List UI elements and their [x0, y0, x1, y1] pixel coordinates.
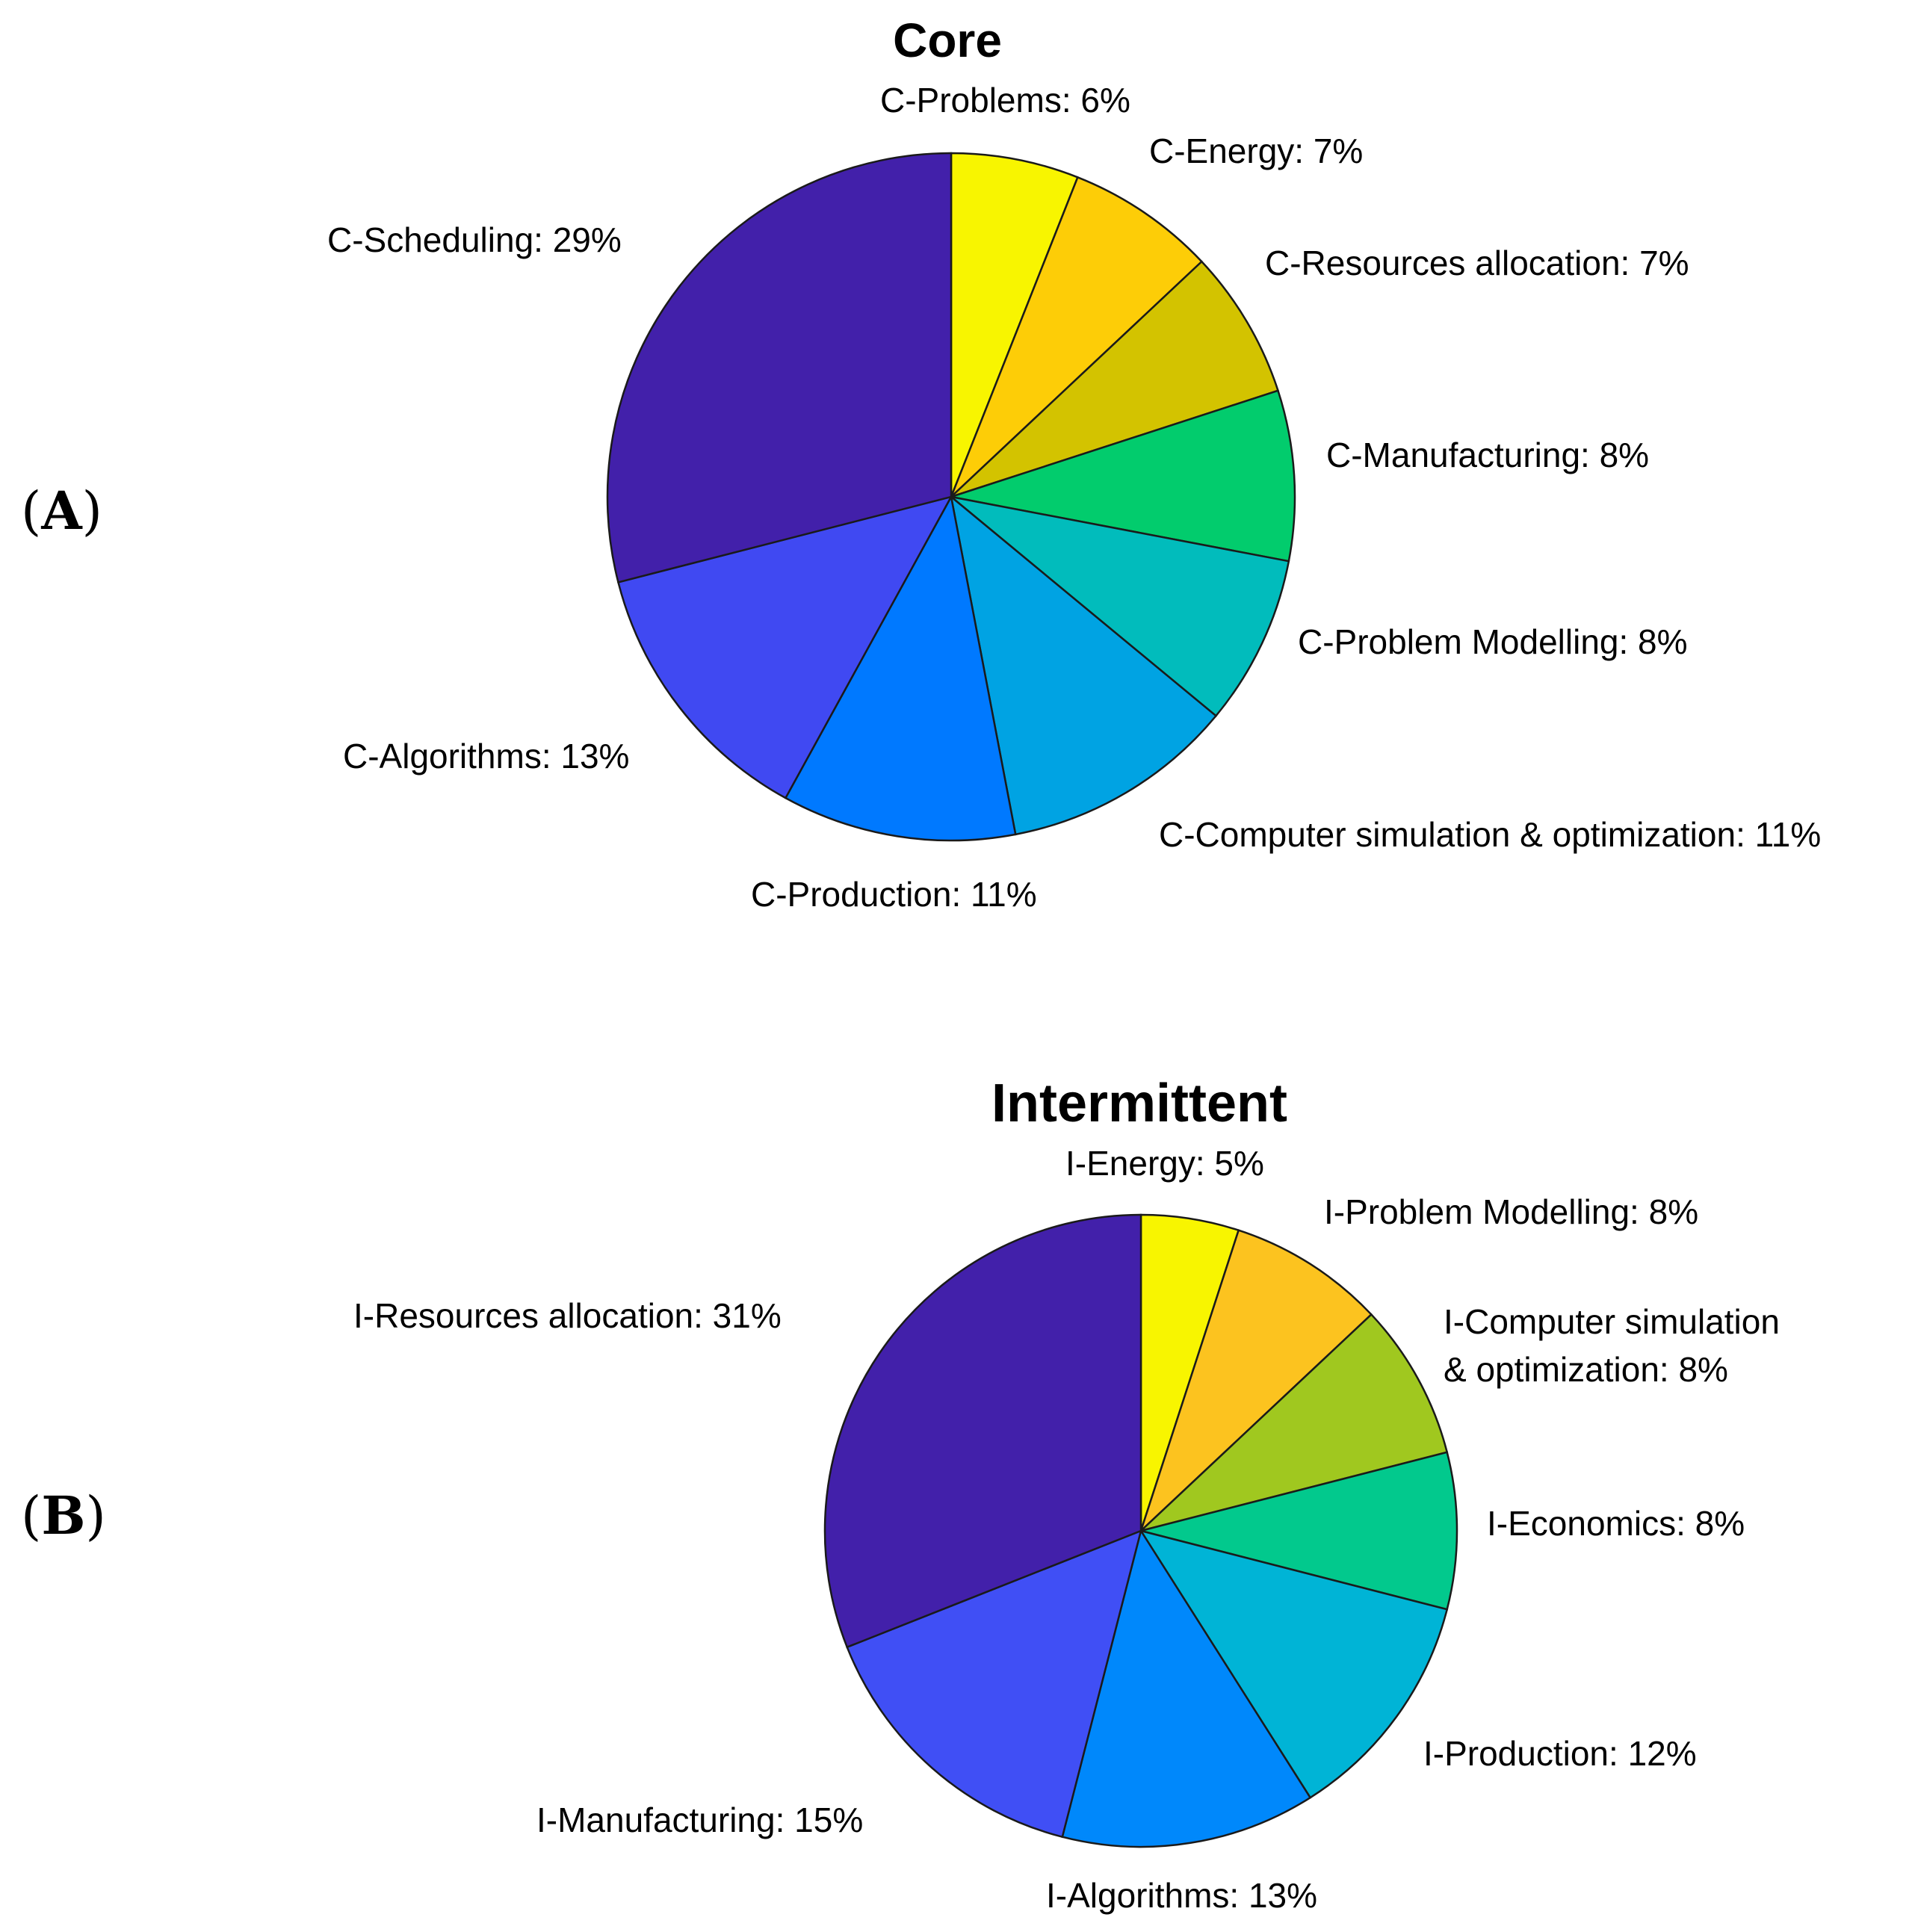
slice-label-i-economics: I-Economics: 8% — [1487, 1504, 1745, 1543]
pie-slice-i-problem-modelling — [1139, 1229, 1373, 1532]
pie-chart-core: Core C-Problems: 6% C-Energy: 7% C-Resourc… — [327, 13, 1821, 914]
pie-slice-c-problem-modelling — [950, 495, 1290, 717]
pie-slice-c-problems — [950, 152, 1079, 498]
pie-slice-i-economics — [1140, 1451, 1458, 1611]
slice-label-i-problem-modelling: I-Problem Modelling: 8% — [1324, 1192, 1698, 1231]
pie-slice-c-manufacturing — [950, 389, 1296, 563]
pie-slice-c-algorithms — [616, 495, 953, 799]
slice-label-i-production: I-Production: 12% — [1423, 1734, 1697, 1773]
slice-label-c-computer-simulation-optimization: C-Computer simulation & optimization: 11… — [1159, 815, 1821, 854]
slice-label-c-algorithms: C-Algorithms: 13% — [343, 737, 629, 775]
chart-title-core: Core — [893, 13, 1002, 67]
slice-label-c-manufacturing: C-Manufacturing: 8% — [1326, 436, 1649, 474]
pie-slice-i-production — [1139, 1529, 1449, 1799]
pie-slice-c-energy — [950, 176, 1204, 498]
chart-title-intermittent: Intermittent — [991, 1074, 1287, 1133]
slice-label-i-resources-allocation: I-Resources allocation: 31% — [353, 1296, 782, 1335]
slice-label-i-energy: I-Energy: 5% — [1065, 1144, 1264, 1183]
slice-label-c-production: C-Production: 11% — [751, 875, 1037, 914]
slice-label-c-resources-allocation: C-Resources allocation: 7% — [1265, 244, 1689, 282]
slice-label-c-problem-modelling: C-Problem Modelling: 8% — [1298, 622, 1688, 661]
panel-label-b: (B) — [21, 1484, 106, 1546]
pie-slices-intermittent — [823, 1213, 1458, 1848]
panel-label-a: (A) — [21, 480, 102, 542]
pie-slice-i-manufacturing — [846, 1529, 1142, 1839]
pie-labels-intermittent: I-Energy: 5% I-Problem Modelling: 8% I-Com… — [353, 1144, 1780, 1915]
pie-slice-c-production — [784, 494, 1017, 842]
pie-chart-intermittent: Intermittent I-Energy: 5% I-Problem Model… — [353, 1074, 1780, 1915]
slice-label-c-problems: C-Problems: 6% — [880, 81, 1130, 120]
pie-slices-core — [606, 152, 1296, 842]
pie-slice-i-resources-allocation — [823, 1213, 1142, 1649]
pie-slice-i-algorithms — [1061, 1528, 1312, 1848]
slice-label-c-scheduling: C-Scheduling: 29% — [327, 220, 622, 259]
slice-label-i-algorithms: I-Algorithms: 13% — [1046, 1876, 1317, 1915]
slice-label-i-manufacturing: I-Manufacturing: 15% — [536, 1801, 863, 1839]
slice-label-c-energy: C-Energy: 7% — [1149, 131, 1363, 170]
slice-label-i-computer-simulation-optimization: I-Computer simulation & optimization: 8% — [1444, 1302, 1780, 1389]
pie-slice-c-scheduling — [606, 152, 953, 583]
pie-slice-c-computer-simulation-optimization — [950, 494, 1218, 836]
pie-labels-core: C-Problems: 6% C-Energy: 7% C-Resources al… — [327, 81, 1821, 914]
pie-slice-i-computer-simulation-optimization — [1140, 1313, 1449, 1532]
pie-slice-c-resources-allocation — [950, 260, 1280, 498]
